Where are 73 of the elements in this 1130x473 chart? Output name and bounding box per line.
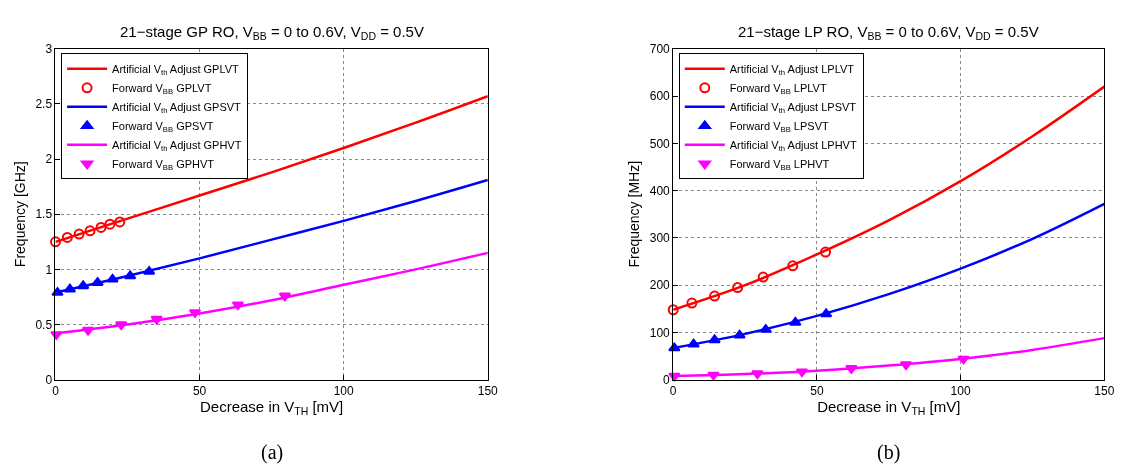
point: [733, 329, 746, 339]
legend-label: Forward V$_{BB}$ GPSVT: [112, 120, 214, 135]
point: [115, 321, 128, 331]
point: [278, 292, 292, 302]
text: (b): [877, 441, 901, 464]
x-tick-label: 50: [810, 384, 824, 399]
point: [795, 368, 809, 378]
legend-label: Artificial V$_{th}$ Adjust GPHVT: [112, 139, 242, 154]
point: [957, 355, 970, 365]
chart-title: 21−stage LP RO, V$_{BB}$ = 0 to 0.6V, V$_{DD}$ = 0.5V: [738, 23, 1039, 43]
point: [106, 273, 119, 283]
point: [819, 308, 833, 318]
y-tick-label: 500: [649, 136, 671, 151]
legend-label: Artificial V$_{th}$ Adjust GPSVT: [112, 101, 242, 116]
point: [732, 282, 744, 294]
y-tick-label: 1: [45, 262, 53, 277]
y-tick-label: 1.5: [35, 207, 53, 222]
legend-label: Artificial V$_{th}$ Adjust GPLVT: [112, 63, 240, 78]
legend-label: Artificial V$_{th}$ Adjust LPSVT: [729, 101, 857, 116]
y-tick-label: 2.5: [35, 97, 53, 112]
y-tick-label: 0.5: [35, 317, 53, 332]
point: [708, 334, 721, 344]
y-tick-label: 300: [649, 231, 671, 246]
x-axis-title: Decrease in V$_{TH}$ [mV]: [200, 398, 344, 418]
x-tick-label: 50: [192, 384, 207, 399]
point: [757, 271, 769, 283]
x-tick-label: 150: [1094, 384, 1115, 399]
legend-label: Forward V$_{BB}$ GPHVT: [112, 158, 215, 173]
legend-label: Forward V$_{BB}$ GPLVT: [112, 82, 212, 97]
legend-label: Artificial V$_{th}$ Adjust LPLVT: [729, 63, 855, 78]
legend-label: Forward V$_{BB}$ LPSVT: [729, 120, 829, 135]
point: [104, 218, 116, 230]
y-tick-label: 2: [45, 152, 53, 167]
point: [667, 304, 679, 316]
text: (a): [261, 441, 284, 464]
x-tick-label: 100: [333, 384, 355, 399]
point: [787, 260, 799, 272]
y-tick-label: 400: [649, 183, 671, 198]
y-tick-label: 3: [45, 41, 53, 56]
point: [709, 290, 721, 302]
point: [84, 225, 96, 237]
point: [123, 270, 137, 280]
point: [687, 338, 700, 348]
point: [231, 301, 245, 311]
y-tick-label: 100: [649, 325, 671, 340]
point: [150, 315, 163, 325]
point: [50, 236, 61, 248]
point: [81, 326, 95, 336]
y-tick-label: 600: [649, 89, 671, 104]
point: [95, 221, 107, 233]
legend-label: Forward V$_{BB}$ LPLVT: [729, 82, 827, 97]
point: [707, 371, 720, 381]
point: [114, 216, 126, 228]
x-tick-label: 100: [950, 384, 971, 399]
y-tick-label: 200: [649, 278, 671, 293]
y-tick-label: 0: [663, 372, 671, 387]
point: [686, 297, 698, 309]
point: [820, 246, 832, 258]
point: [899, 361, 913, 371]
y-tick-label: 700: [649, 41, 671, 56]
point: [61, 231, 73, 243]
y-axis-title: Frequency [MHz]: [626, 160, 643, 268]
point: [73, 228, 85, 240]
chart-title: 21−stage GP RO, V$_{BB}$ = 0 to 0.6V, V$_{DD}$ = 0.5V: [120, 23, 424, 43]
legend-label: Artificial V$_{th}$ Adjust LPHVT: [729, 139, 857, 154]
y-tick-label: 0: [45, 372, 53, 387]
x-axis-title: Decrease in V$_{TH}$ [mV]: [817, 398, 961, 418]
point: [751, 370, 764, 380]
x-tick-label: 150: [477, 384, 499, 399]
point: [63, 283, 77, 293]
legend-label: Forward V$_{BB}$ LPHVT: [729, 158, 830, 173]
point: [76, 280, 90, 290]
y-axis-title: Frequency [GHz]: [12, 161, 29, 268]
